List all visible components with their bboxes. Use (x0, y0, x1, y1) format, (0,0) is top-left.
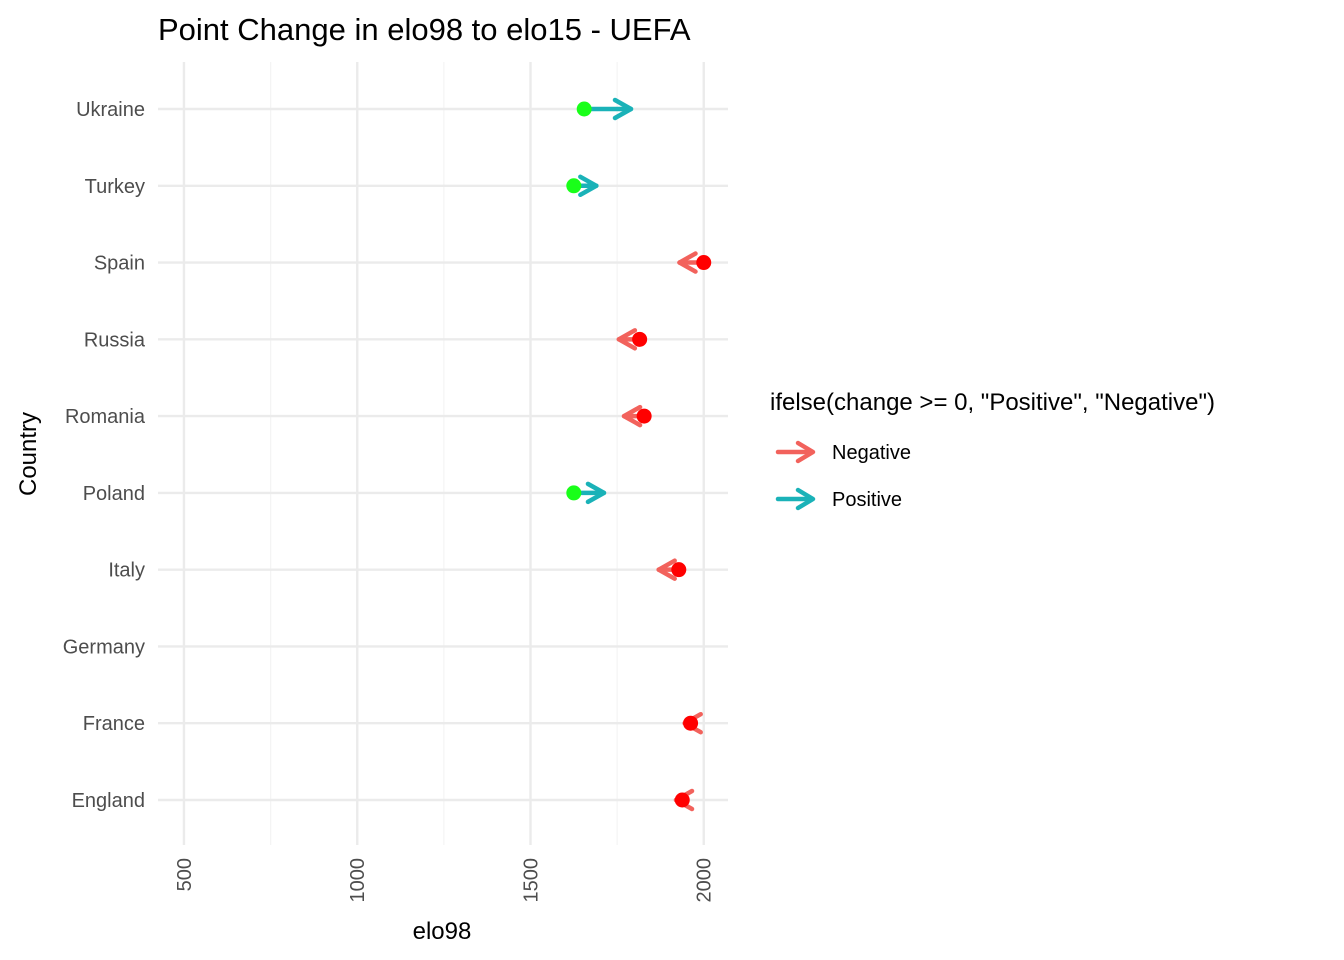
change-arrow-head (677, 251, 698, 274)
y-tick-label: Italy (108, 560, 145, 582)
elo98-point (566, 485, 582, 501)
y-tick-label: Russia (84, 329, 146, 351)
grid-minor (270, 62, 618, 845)
grid-major (158, 62, 728, 845)
y-tick-label: Turkey (85, 176, 145, 198)
point-marks (566, 101, 712, 808)
x-tick-labels: 500 1000 1500 2000 (174, 858, 716, 903)
change-arrow-head (616, 328, 638, 351)
elo98-point (683, 715, 699, 731)
elo98-point (576, 101, 592, 117)
elo98-point (632, 331, 648, 347)
y-tick-label: Germany (63, 636, 145, 658)
x-axis-title: elo98 (413, 918, 472, 945)
elo98-point (674, 792, 690, 808)
legend-label-negative: Negative (832, 442, 911, 464)
y-tick-labels: Ukraine Turkey Spain Russia Romania Poland Ita… (63, 99, 146, 812)
y-tick-label: Poland (83, 483, 145, 505)
elo98-point (566, 178, 582, 194)
y-tick-label: France (83, 713, 145, 735)
y-axis-title: Country (15, 412, 42, 496)
x-tick-label: 2000 (694, 858, 716, 903)
y-tick-label: Spain (94, 253, 145, 275)
legend-key-arrowhead (795, 440, 816, 464)
legend-title: ifelse(change >= 0, "Positive", "Negativ… (770, 389, 1215, 416)
x-tick-label: 1000 (347, 858, 369, 903)
legend: ifelse(change >= 0, "Positive", "Negativ… (770, 389, 1215, 511)
elo98-point (696, 255, 712, 271)
change-arrow-head (578, 174, 599, 198)
arrow-marks (571, 97, 706, 812)
legend-key-arrowhead (795, 487, 816, 511)
y-tick-label: Romania (65, 406, 146, 428)
change-arrow-head (621, 404, 643, 428)
change-arrow-head (656, 558, 677, 581)
legend-label-positive: Positive (832, 489, 902, 511)
change-arrow-head (612, 97, 634, 121)
y-tick-label: England (72, 790, 145, 812)
change-arrow-head (585, 481, 607, 505)
x-tick-label: 500 (174, 858, 196, 891)
y-tick-label: Ukraine (76, 99, 145, 121)
elo98-point (636, 408, 652, 424)
chart-title: Point Change in elo98 to elo15 - UEFA (158, 12, 691, 47)
x-tick-label: 1500 (520, 858, 542, 903)
elo98-point (671, 562, 687, 578)
